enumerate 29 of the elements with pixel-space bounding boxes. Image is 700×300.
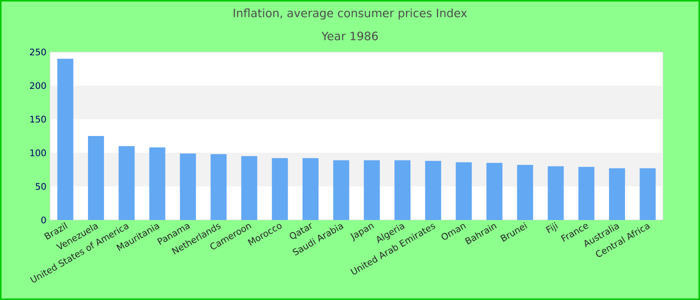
y-tick-label: 50 [36, 183, 46, 190]
bar [210, 154, 227, 220]
bar [57, 58, 74, 220]
bar [88, 136, 104, 220]
chart-title: Inflation, average consumer prices Index [234, 8, 467, 20]
bar [364, 160, 380, 220]
bar [456, 162, 472, 220]
bar [241, 156, 258, 220]
bar [425, 160, 442, 220]
bar [149, 147, 166, 220]
bar [486, 162, 502, 220]
y-tick-label: 200 [30, 82, 46, 89]
bar [609, 168, 626, 220]
bar [333, 160, 350, 220]
y-tick-label: 100 [30, 149, 46, 156]
bar [272, 158, 288, 220]
y-tick-label: 0 [41, 216, 46, 224]
bar [302, 158, 319, 220]
bar [118, 146, 135, 220]
bar [180, 153, 196, 220]
bar [640, 168, 656, 220]
bar [548, 166, 564, 220]
bar [517, 164, 534, 220]
y-tick-label: 250 [30, 48, 46, 56]
x-tick-label: Fiji [546, 222, 558, 234]
y-tick-label: 150 [30, 116, 46, 123]
chart-subtitle: Year 1986 [321, 32, 378, 40]
bar [394, 160, 410, 220]
bar [578, 166, 594, 220]
